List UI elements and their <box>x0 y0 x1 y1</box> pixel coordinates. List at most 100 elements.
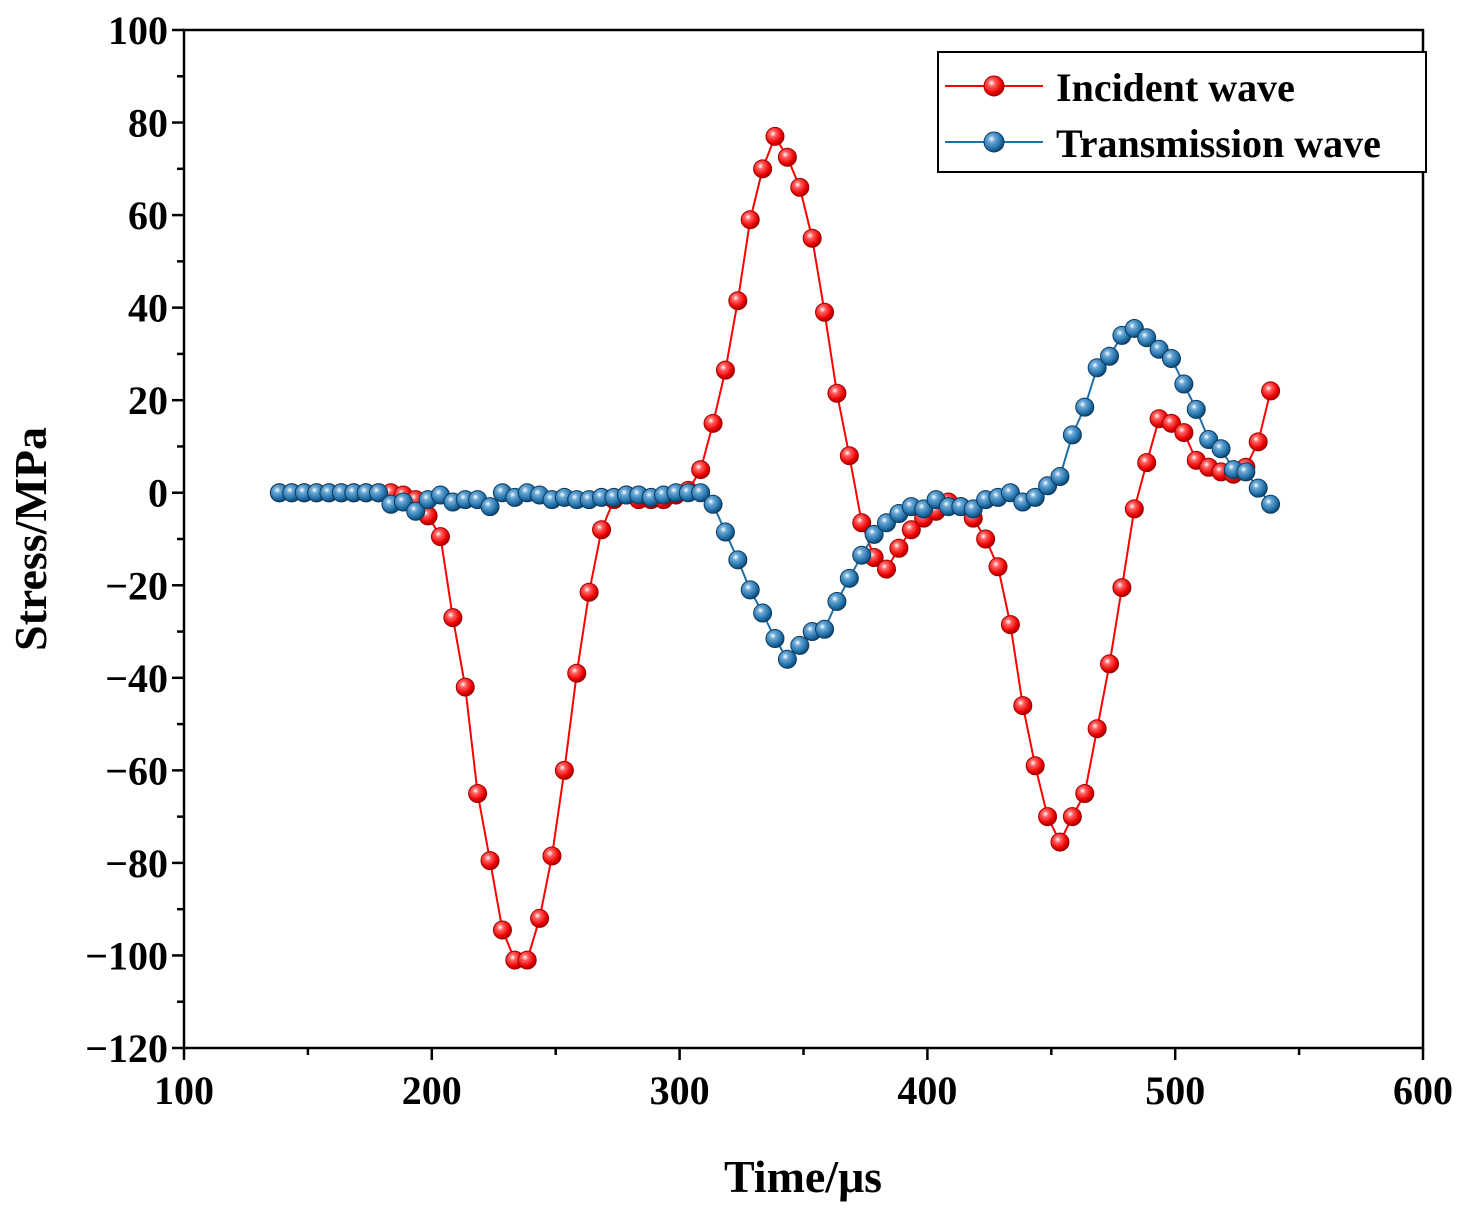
legend-marker-incident <box>983 75 1005 97</box>
data-point <box>728 291 748 311</box>
data-point <box>765 126 785 146</box>
data-point <box>1075 397 1095 417</box>
data-point <box>1186 399 1206 419</box>
data-point <box>1013 696 1033 716</box>
data-point <box>1261 494 1281 514</box>
y-tick-label: −80 <box>105 841 168 886</box>
data-point <box>753 159 773 179</box>
x-tick-label: 400 <box>897 1068 957 1113</box>
data-point <box>790 177 810 197</box>
data-point <box>567 663 587 683</box>
data-point <box>715 360 735 380</box>
y-tick-label: −40 <box>105 656 168 701</box>
data-point <box>1075 784 1095 803</box>
legend-marker-transmission <box>983 131 1005 153</box>
data-point <box>1025 487 1045 507</box>
y-tick-label: 40 <box>128 286 168 331</box>
y-tick-label: 100 <box>108 8 168 53</box>
x-tick-label: 100 <box>154 1068 214 1113</box>
data-point <box>777 147 797 167</box>
data-point <box>1100 346 1120 366</box>
data-point <box>802 228 822 248</box>
data-point <box>1174 423 1194 443</box>
y-tick-label: −60 <box>105 748 168 793</box>
data-point <box>1248 432 1268 452</box>
data-point <box>740 210 760 230</box>
data-point <box>579 582 599 602</box>
data-point <box>852 545 872 565</box>
series-incident-wave <box>269 126 1281 970</box>
data-point <box>1038 807 1058 827</box>
data-point <box>480 497 500 517</box>
y-tick-label: 0 <box>148 471 168 516</box>
x-axis-label: Time/μs <box>724 1151 882 1202</box>
data-point <box>988 557 1008 577</box>
data-point <box>1137 328 1157 348</box>
data-point <box>852 513 872 533</box>
y-tick-label: 80 <box>128 101 168 146</box>
data-point <box>492 920 512 940</box>
legend-box <box>937 51 1427 173</box>
data-point <box>1062 425 1082 445</box>
series-transmission-wave <box>269 318 1281 669</box>
data-point <box>889 538 909 558</box>
data-point <box>455 677 475 697</box>
series-layer <box>269 126 1281 970</box>
data-point <box>1236 462 1256 482</box>
data-point <box>1087 358 1107 378</box>
y-tick-label: −120 <box>85 1026 168 1071</box>
data-point <box>517 950 537 970</box>
axes: 100 200 300 400 500 600 −120 −100 −80 −60 −40 −20 0 2… <box>85 8 1453 1113</box>
data-point <box>777 649 797 669</box>
data-point <box>715 522 735 542</box>
data-point <box>1100 654 1120 674</box>
data-point <box>691 460 711 480</box>
data-point <box>369 483 389 503</box>
data-point <box>1112 578 1132 598</box>
x-tick-label: 200 <box>402 1068 462 1113</box>
data-point <box>1211 439 1231 459</box>
data-point <box>877 559 897 579</box>
y-tick-label: 20 <box>128 378 168 423</box>
data-point <box>691 483 711 503</box>
data-point <box>480 851 500 871</box>
data-point <box>753 603 773 623</box>
series-line <box>279 134 1272 962</box>
x-tick-label: 600 <box>1393 1068 1453 1113</box>
y-tick-label: 60 <box>128 193 168 238</box>
data-point <box>592 520 612 540</box>
x-tick-label: 500 <box>1145 1068 1205 1113</box>
data-point <box>703 413 723 433</box>
data-point <box>554 760 574 780</box>
data-point <box>430 527 450 547</box>
data-point <box>1161 349 1181 369</box>
data-point <box>864 524 884 544</box>
data-point <box>1000 615 1020 635</box>
data-point <box>839 568 859 588</box>
data-point <box>827 383 847 403</box>
legend-label-transmission: Transmission wave <box>1056 121 1381 166</box>
data-point <box>703 494 723 514</box>
data-point <box>542 846 562 866</box>
data-point <box>1025 756 1045 776</box>
data-point <box>901 520 921 540</box>
data-point <box>827 591 847 611</box>
data-point <box>468 784 488 803</box>
data-point <box>976 529 996 549</box>
y-tick-label: −100 <box>85 933 168 978</box>
data-point <box>728 550 748 570</box>
legend-label-incident: Incident wave <box>1056 65 1295 110</box>
data-point <box>530 908 550 928</box>
data-point <box>1174 374 1194 394</box>
data-point <box>790 635 810 655</box>
y-axis-label: Stress/MPa <box>5 427 56 651</box>
data-point <box>1062 807 1082 827</box>
data-point <box>765 628 785 648</box>
data-point <box>1050 467 1070 487</box>
data-point <box>406 501 426 521</box>
data-point <box>815 619 835 639</box>
x-tick-label: 300 <box>650 1068 710 1113</box>
data-point <box>1248 478 1268 498</box>
data-point <box>443 608 463 628</box>
